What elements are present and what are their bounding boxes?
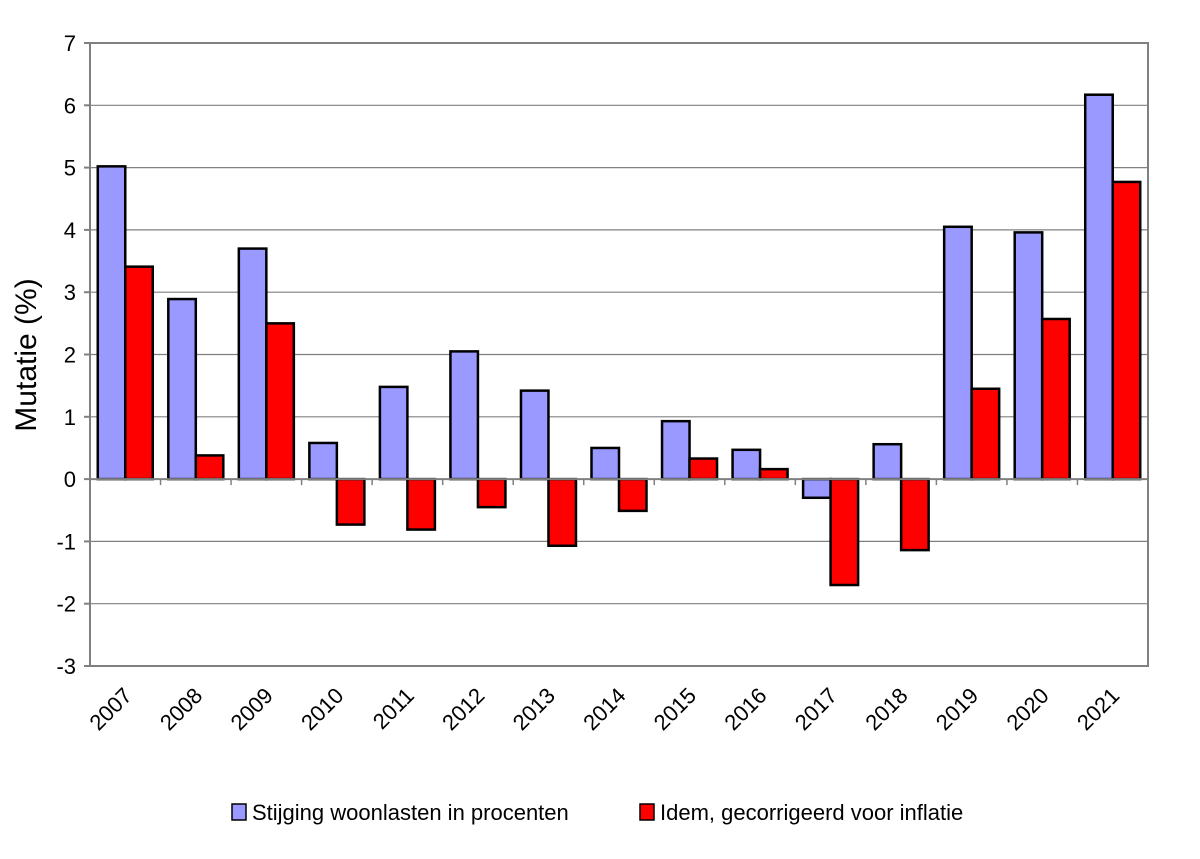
legend-label-woonlasten: Stijging woonlasten in procenten [252,800,569,825]
y-tick-label: -2 [56,592,76,617]
bar-woonlasten-2017 [801,477,832,500]
bars [96,93,1142,587]
x-tick-label: 2013 [508,683,560,735]
bar-inflatie-2010 [335,477,366,526]
bar-inflatie-2013 [547,477,578,548]
x-tick-label: 2009 [226,683,278,735]
x-tick-label: 2021 [1072,683,1124,735]
bar-woonlasten-2011 [378,385,409,481]
bar-woonlasten-2007 [96,165,127,481]
y-tick-label: 6 [64,93,76,118]
x-tick-label: 2014 [578,683,630,735]
bar-inflatie-2011 [406,477,437,531]
y-tick-labels: -3 -2 -1 0 1 2 3 4 5 6 7 [56,31,76,679]
bar-inflatie-2017 [829,477,860,587]
x-tick-label: 2010 [296,683,348,735]
axes [84,42,1149,667]
legend-swatch-woonlasten [231,803,247,821]
y-tick-label: 2 [64,343,76,368]
x-tick-label: 2012 [437,683,489,735]
y-tick-label: 5 [64,156,76,181]
x-tick-label: 2015 [649,683,701,735]
bar-inflatie-2020 [1040,317,1071,481]
bar-woonlasten-2019 [942,225,973,481]
bar-woonlasten-2012 [449,350,480,481]
y-tick-label: 1 [64,405,76,430]
bar-woonlasten-2010 [308,441,339,481]
bar-inflatie-2012 [476,477,507,509]
y-tick-label: -1 [56,529,76,554]
bar-woonlasten-2018 [872,442,903,481]
x-tick-label: 2019 [931,683,983,735]
y-tick-label: 3 [64,280,76,305]
bar-inflatie-2008 [194,454,225,481]
y-tick-label: 7 [64,31,76,56]
legend-label-inflatie: Idem, gecorrigeerd voor inflatie [660,800,963,825]
bar-woonlasten-2015 [660,419,691,481]
x-tick-label: 2007 [85,683,137,735]
x-tick-label: 2011 [368,683,419,734]
bar-woonlasten-2016 [731,448,762,481]
bar-woonlasten-2014 [590,446,621,481]
bar-inflatie-2018 [899,477,930,552]
bar-inflatie-2014 [617,477,648,513]
y-tick-label: 0 [64,467,76,492]
x-tick-label: 2017 [790,683,842,735]
bar-woonlasten-2021 [1083,93,1114,481]
bar-woonlasten-2020 [1013,231,1044,481]
y-tick-label: 4 [64,218,76,243]
bar-inflatie-2007 [124,265,155,481]
bar-inflatie-2021 [1111,180,1142,481]
bar-woonlasten-2013 [519,389,550,481]
y-tick-label: -3 [56,654,76,679]
bar-inflatie-2019 [970,387,1001,481]
x-tick-label: 2008 [155,683,207,735]
bar-inflatie-2016 [758,467,789,481]
x-tick-labels: 2007 2008 2009 2010 2011 2012 2013 2014 2015 2016… [85,683,1125,735]
y-axis-title: Mutatie (%) [10,278,43,431]
bar-inflatie-2015 [688,457,719,481]
bar-woonlasten-2008 [167,297,198,481]
x-tick-label: 2020 [1001,683,1053,735]
legend-swatch-inflatie [639,803,655,821]
x-tick-label: 2018 [860,683,912,735]
bar-woonlasten-2009 [237,247,268,481]
bar-inflatie-2009 [265,322,296,481]
legend: Stijging woonlasten in procenten Idem, ge… [231,800,963,825]
x-tick-label: 2016 [719,683,771,735]
